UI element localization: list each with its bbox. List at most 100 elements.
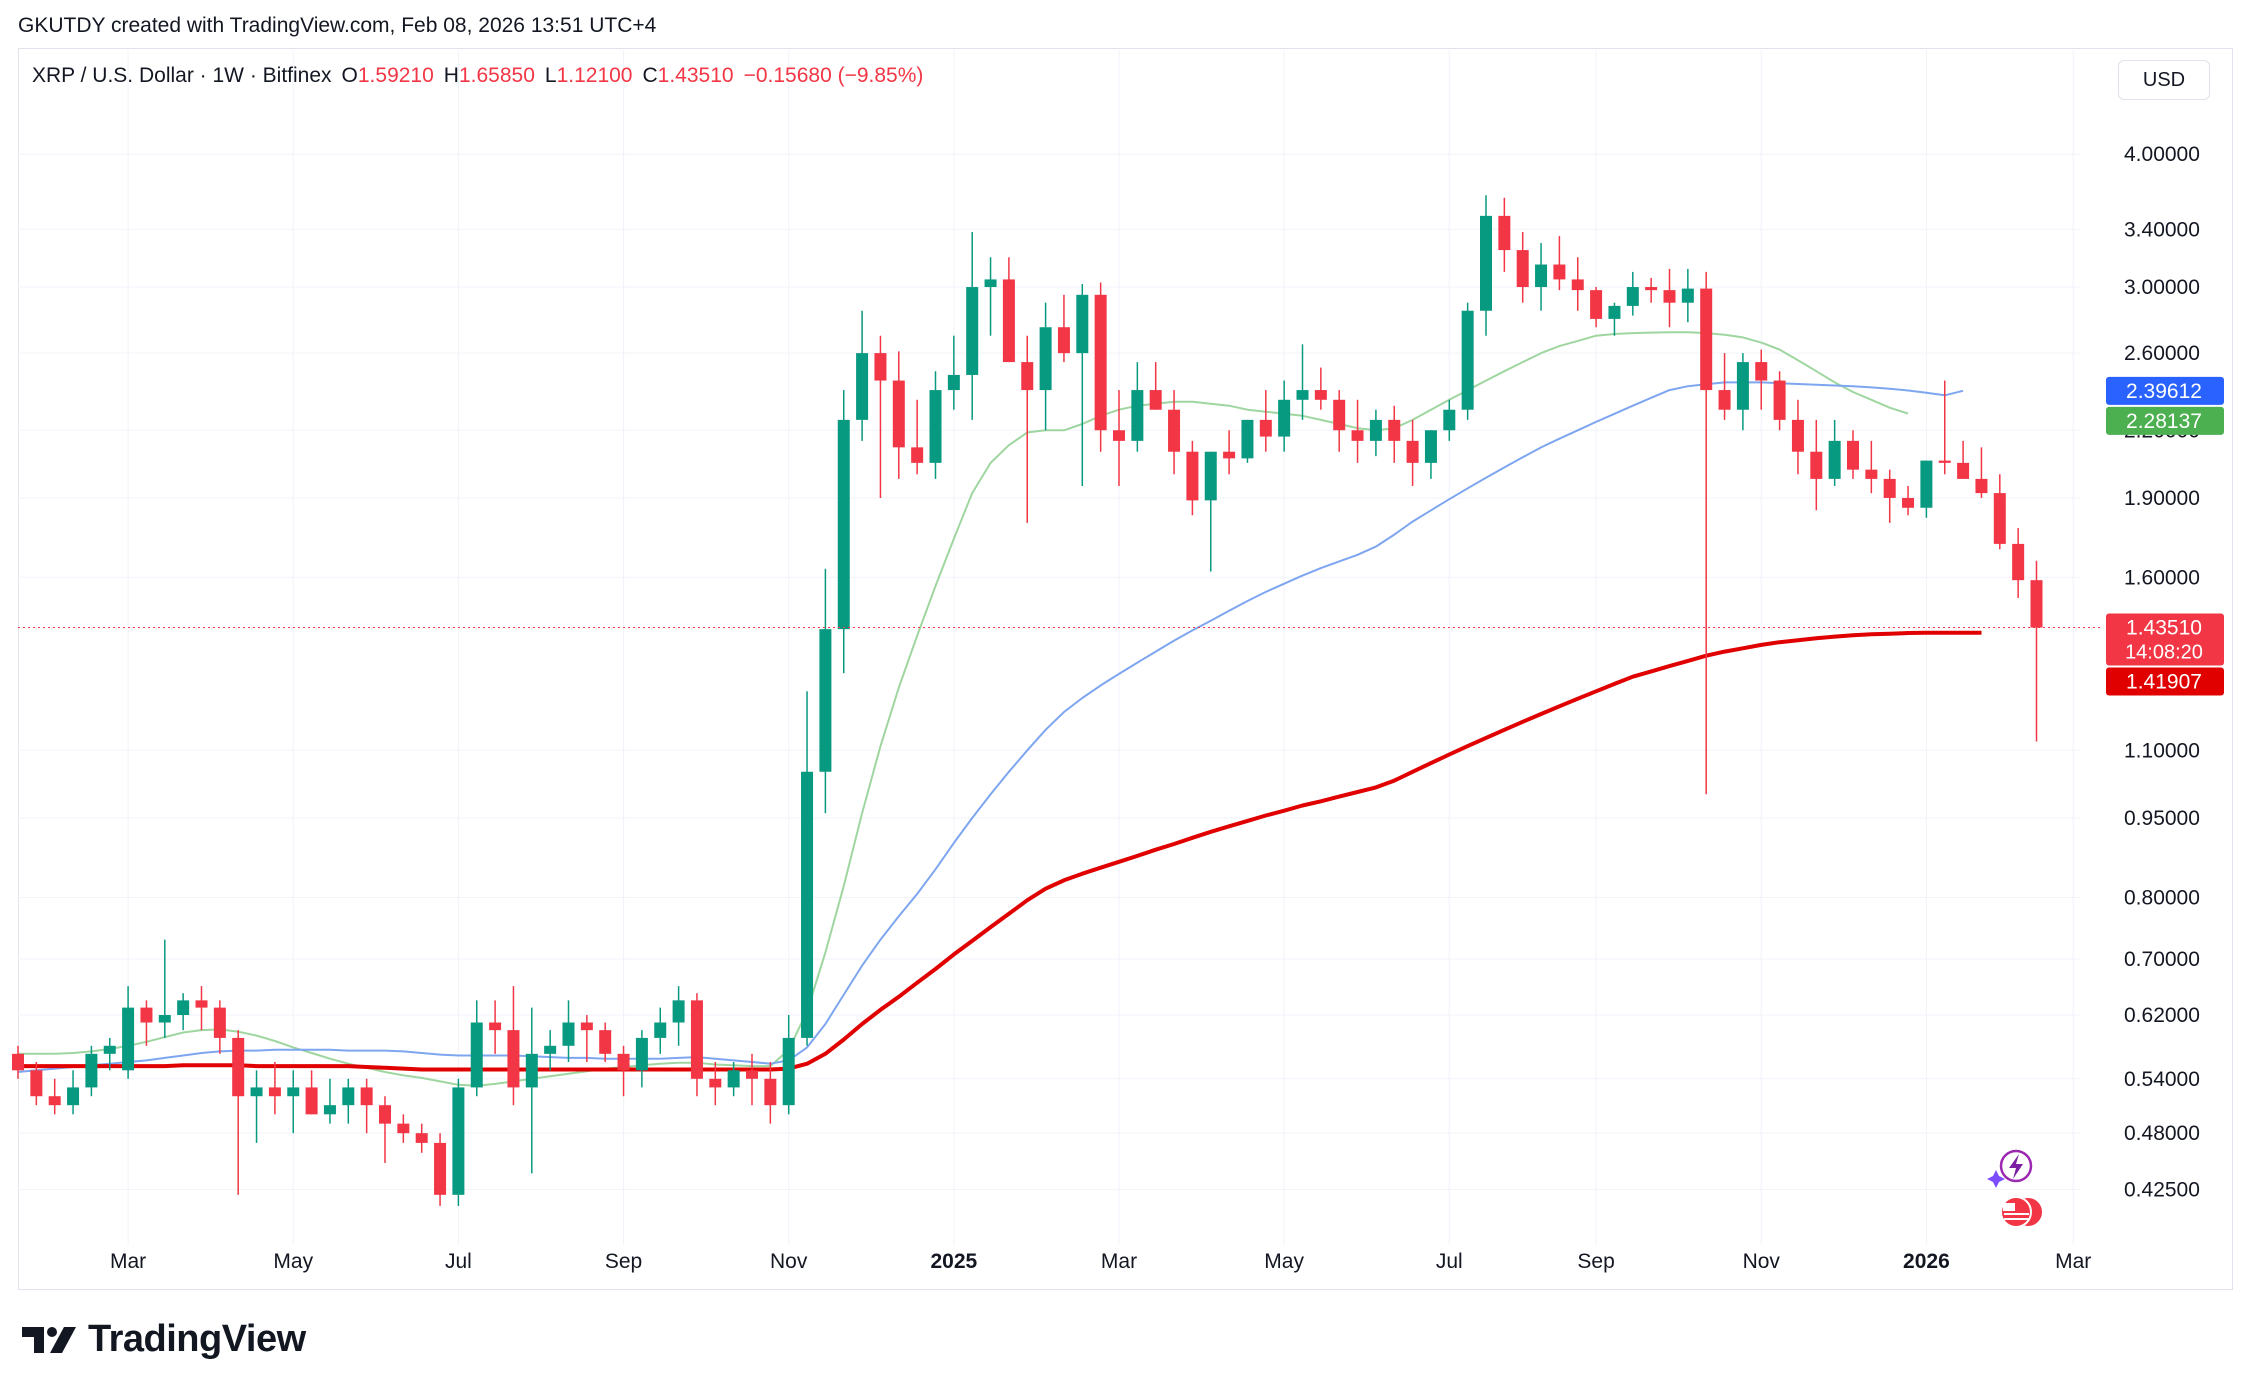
candle-body xyxy=(1883,478,1896,498)
x-tick-label: Jul xyxy=(1436,1250,1463,1273)
bullish-candle xyxy=(544,1030,557,1071)
candle-body xyxy=(746,1070,758,1079)
bearish-candle xyxy=(360,1078,373,1134)
bearish-candle xyxy=(1333,390,1346,452)
bearish-candle xyxy=(1847,430,1859,479)
candle-body xyxy=(140,1007,153,1023)
lightning-icon[interactable] xyxy=(1987,1149,2033,1188)
candle-body xyxy=(305,1087,318,1115)
bullish-candle xyxy=(1461,302,1474,420)
bullish-candle xyxy=(727,1061,740,1097)
candle-body xyxy=(1718,390,1731,410)
bearish-candle xyxy=(12,1045,24,1079)
candle-body xyxy=(892,380,905,448)
price-badge: 2.39612 xyxy=(2106,376,2224,405)
candle-body xyxy=(1369,419,1382,441)
candle-body xyxy=(1975,478,1988,494)
bearish-candle xyxy=(1168,390,1181,475)
bullish-candle xyxy=(966,231,979,420)
candle-body xyxy=(1278,399,1291,437)
candle-body xyxy=(1498,215,1511,251)
bullish-candle xyxy=(470,1000,483,1097)
price-badge-countdown: 14:08:20 xyxy=(2125,642,2203,664)
bearish-candle xyxy=(1516,231,1529,303)
bearish-candle xyxy=(268,1061,281,1115)
price-badge: 2.28137 xyxy=(2106,406,2224,435)
us-flag-icon[interactable] xyxy=(2000,1196,2044,1228)
open-value: 1.59210 xyxy=(357,64,434,87)
candle-body xyxy=(1186,451,1199,501)
candle-body xyxy=(12,1053,24,1071)
bullish-candle xyxy=(1039,302,1052,431)
close-label: C xyxy=(642,64,658,87)
candle-body xyxy=(415,1133,428,1143)
candle-body xyxy=(250,1087,263,1097)
x-tick-label: Nov xyxy=(770,1250,808,1273)
candle-body xyxy=(1865,469,1878,479)
symbol-legend: XRP / U.S. Dollar · 1W · Bitfinex O1.5921… xyxy=(32,64,923,88)
candle-body xyxy=(1204,451,1217,501)
candle-body xyxy=(782,1037,795,1106)
bearish-candle xyxy=(746,1053,758,1106)
symbol-title[interactable]: XRP / U.S. Dollar · 1W · Bitfinex xyxy=(32,64,332,87)
long-moving-average-line xyxy=(18,630,1982,1072)
bullish-candle xyxy=(323,1078,336,1124)
candle-body xyxy=(1002,279,1015,363)
tradingview-logo[interactable]: TradingView xyxy=(20,1318,306,1361)
candle-body xyxy=(1113,430,1125,441)
low-label: L xyxy=(544,64,557,87)
bullish-candle xyxy=(177,993,190,1031)
candle-body xyxy=(635,1037,648,1071)
bearish-candle xyxy=(1351,399,1364,463)
bearish-candle xyxy=(30,1061,43,1106)
x-tick-label: 2026 xyxy=(1903,1250,1950,1273)
candle-body xyxy=(1902,497,1915,508)
candle-body xyxy=(1223,451,1236,459)
bearish-candle xyxy=(1002,257,1015,363)
bearish-candle xyxy=(2030,560,2043,742)
candle-body xyxy=(1039,327,1052,391)
candle-body xyxy=(67,1087,80,1106)
y-tick-label: 1.60000 xyxy=(2124,566,2200,589)
candle-body xyxy=(1168,409,1181,452)
bearish-candle xyxy=(1938,380,1951,475)
bullish-candle xyxy=(250,1070,263,1143)
candle-body xyxy=(764,1078,777,1106)
y-tick-label: 4.00000 xyxy=(2124,143,2200,166)
y-tick-label: 3.00000 xyxy=(2124,276,2200,299)
candle-body xyxy=(323,1105,336,1115)
time-axis: Mar May Jul Sep Nov 2025 Mar May Jul Sep Nov 2026 Ma… xyxy=(110,1250,2091,1273)
moving-average-lines xyxy=(17,331,1982,1087)
candle-body xyxy=(1480,215,1492,311)
candle-body xyxy=(727,1070,740,1088)
bullish-candle xyxy=(1535,243,1548,311)
candle-body xyxy=(1755,362,1768,381)
x-tick-label: May xyxy=(1264,1250,1304,1273)
tradingview-logo-icon xyxy=(22,1326,76,1353)
bullish-candle xyxy=(1204,451,1217,572)
candle-body xyxy=(1259,419,1272,437)
bullish-candle xyxy=(856,310,869,441)
candle-body xyxy=(470,1022,483,1088)
y-tick-label: 2.60000 xyxy=(2124,342,2200,365)
bullish-candle xyxy=(947,335,960,410)
candle-body xyxy=(1791,419,1804,452)
candle-body xyxy=(360,1087,373,1106)
candle-body xyxy=(1351,430,1364,441)
bullish-candle xyxy=(103,1037,116,1071)
bearish-candle xyxy=(1057,294,1070,363)
y-tick-label: 1.90000 xyxy=(2124,487,2200,510)
candle-body xyxy=(1736,362,1749,410)
candle-body xyxy=(1590,290,1603,319)
currency-button[interactable]: USD xyxy=(2118,60,2210,100)
bearish-candle xyxy=(305,1070,318,1115)
candle-body xyxy=(1553,264,1566,280)
price-badge-bg xyxy=(2106,406,2224,435)
bullish-candle xyxy=(819,568,832,814)
bearish-candle xyxy=(213,1000,226,1054)
bullish-candle xyxy=(1480,195,1492,336)
price-badge-value: 2.28137 xyxy=(2126,410,2202,433)
bearish-candle xyxy=(1094,282,1107,452)
candle-body xyxy=(599,1030,612,1054)
